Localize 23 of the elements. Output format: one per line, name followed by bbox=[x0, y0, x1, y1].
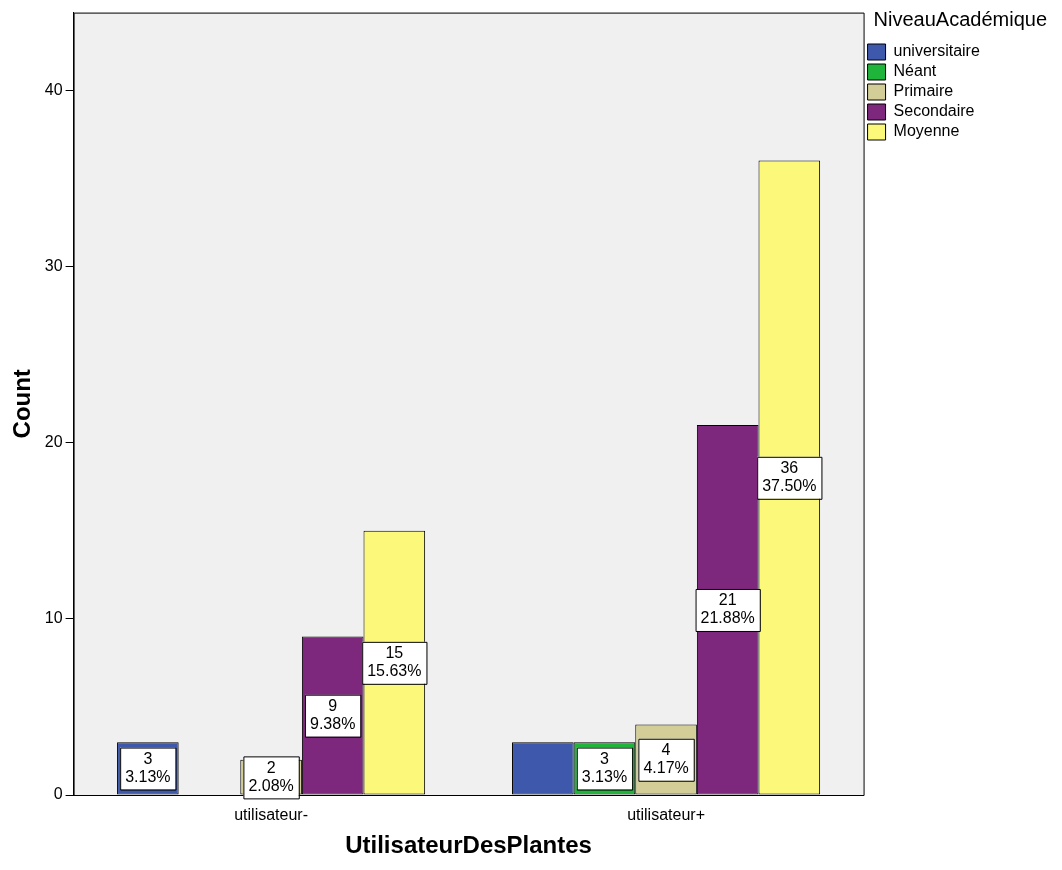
data-label: 36 37.50% bbox=[762, 459, 817, 495]
data-label: 3 3.13% bbox=[581, 749, 628, 785]
data-label: 9 9.38% bbox=[310, 697, 356, 733]
legend-label: universitaire bbox=[893, 42, 980, 60]
legend-label: Moyenne bbox=[893, 122, 960, 140]
data-label: 3 3.13% bbox=[125, 749, 171, 785]
y-axis-title: Count bbox=[8, 369, 36, 439]
data-label: 2 2.08% bbox=[248, 758, 294, 794]
x-axis-title: UtilisateurDesPlantes bbox=[345, 831, 592, 859]
legend-label: Néant bbox=[893, 62, 937, 80]
x-tick-label: utilisateur- bbox=[234, 806, 308, 824]
y-tick-label: 0 bbox=[53, 785, 63, 803]
legend-label: Secondaire bbox=[893, 102, 975, 120]
data-label: 21 21.88% bbox=[700, 591, 755, 627]
y-tick-label: 30 bbox=[44, 256, 63, 274]
legend-label: Primaire bbox=[893, 82, 954, 100]
x-tick-label: utilisateur+ bbox=[627, 806, 705, 824]
y-tick-label: 10 bbox=[44, 609, 63, 627]
y-tick-label: 40 bbox=[44, 80, 63, 98]
legend-title: NiveauAcadémique bbox=[873, 7, 1047, 30]
data-label: 15 15.63% bbox=[367, 644, 422, 680]
y-tick-label: 20 bbox=[44, 432, 63, 450]
data-label: 4 4.17% bbox=[643, 741, 689, 777]
